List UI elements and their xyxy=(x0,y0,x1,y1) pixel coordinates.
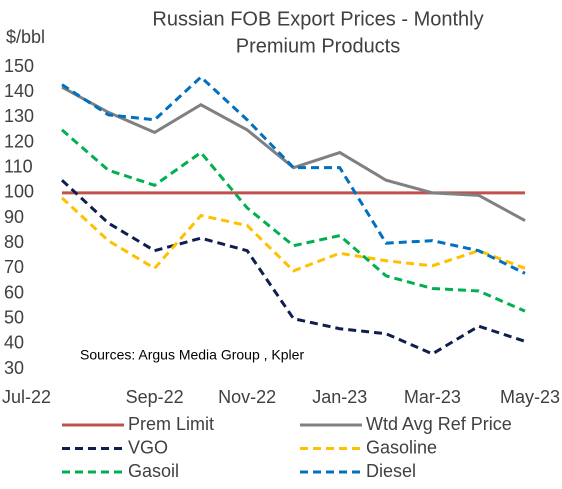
series-line xyxy=(60,179,526,356)
y-tick-label: 90 xyxy=(4,207,24,227)
x-tick-label: Nov-22 xyxy=(218,387,276,407)
y-axis-label: $/bbl xyxy=(6,27,45,47)
y-tick-label: 60 xyxy=(4,282,24,302)
x-tick-label: Jul-22 xyxy=(2,387,51,407)
y-tick-label: 40 xyxy=(4,333,24,353)
y-tick-label: 110 xyxy=(4,156,33,176)
legend-label: Diesel xyxy=(366,461,416,481)
y-tick-label: 130 xyxy=(4,106,34,126)
y-tick-label: 120 xyxy=(4,131,34,151)
legend-label: Wtd Avg Ref Price xyxy=(366,414,512,434)
legend-label: Gasoline xyxy=(366,437,437,457)
x-tick-label: May-23 xyxy=(500,387,560,407)
chart-title: Russian FOB Export Prices - Monthly xyxy=(152,8,483,30)
x-tick-label: Mar-23 xyxy=(404,387,461,407)
y-tick-label: 140 xyxy=(4,81,34,101)
legend-label: Gasoil xyxy=(128,461,179,481)
y-tick-label: 80 xyxy=(4,232,24,252)
series-line xyxy=(61,128,526,313)
series-line xyxy=(61,75,526,275)
annotation: Sources: Argus Media Group , Kpler xyxy=(80,347,304,363)
chart-title: Premium Products xyxy=(236,35,401,57)
series-line xyxy=(60,196,526,273)
y-tick-label: 50 xyxy=(4,307,24,327)
y-tick-label: 100 xyxy=(4,182,34,202)
x-tick-label: Jan-23 xyxy=(312,387,367,407)
y-tick-label: 30 xyxy=(4,358,24,378)
x-tick-label: Sep-22 xyxy=(126,387,184,407)
legend-label: Prem Limit xyxy=(128,414,214,434)
series-line xyxy=(61,85,526,222)
y-tick-label: 150 xyxy=(4,56,34,76)
y-tick-label: 70 xyxy=(4,257,24,277)
legend-label: VGO xyxy=(128,437,168,457)
